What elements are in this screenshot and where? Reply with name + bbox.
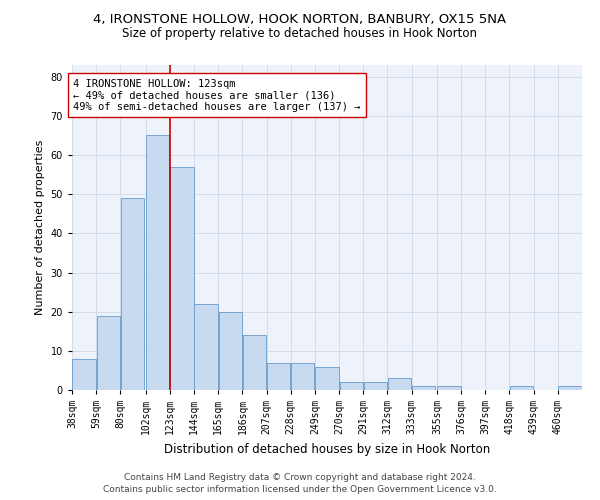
Bar [97, 316, 120, 390]
Bar [412, 386, 436, 390]
Bar [437, 386, 461, 390]
Bar [267, 362, 290, 390]
Bar [121, 198, 144, 390]
Bar [364, 382, 387, 390]
Bar [316, 366, 338, 390]
Bar [291, 362, 314, 390]
Text: 4 IRONSTONE HOLLOW: 123sqm
← 49% of detached houses are smaller (136)
49% of sem: 4 IRONSTONE HOLLOW: 123sqm ← 49% of deta… [73, 78, 361, 112]
Text: Contains public sector information licensed under the Open Government Licence v3: Contains public sector information licen… [103, 485, 497, 494]
Bar [146, 136, 169, 390]
Bar [194, 304, 218, 390]
Bar [558, 386, 581, 390]
Bar [510, 386, 533, 390]
X-axis label: Distribution of detached houses by size in Hook Norton: Distribution of detached houses by size … [164, 442, 490, 456]
Bar [73, 358, 96, 390]
Text: Size of property relative to detached houses in Hook Norton: Size of property relative to detached ho… [122, 28, 478, 40]
Bar [170, 167, 194, 390]
Text: Contains HM Land Registry data © Crown copyright and database right 2024.: Contains HM Land Registry data © Crown c… [124, 474, 476, 482]
Text: 4, IRONSTONE HOLLOW, HOOK NORTON, BANBURY, OX15 5NA: 4, IRONSTONE HOLLOW, HOOK NORTON, BANBUR… [94, 12, 506, 26]
Bar [388, 378, 411, 390]
Bar [340, 382, 363, 390]
Bar [218, 312, 242, 390]
Bar [243, 335, 266, 390]
Y-axis label: Number of detached properties: Number of detached properties [35, 140, 45, 315]
